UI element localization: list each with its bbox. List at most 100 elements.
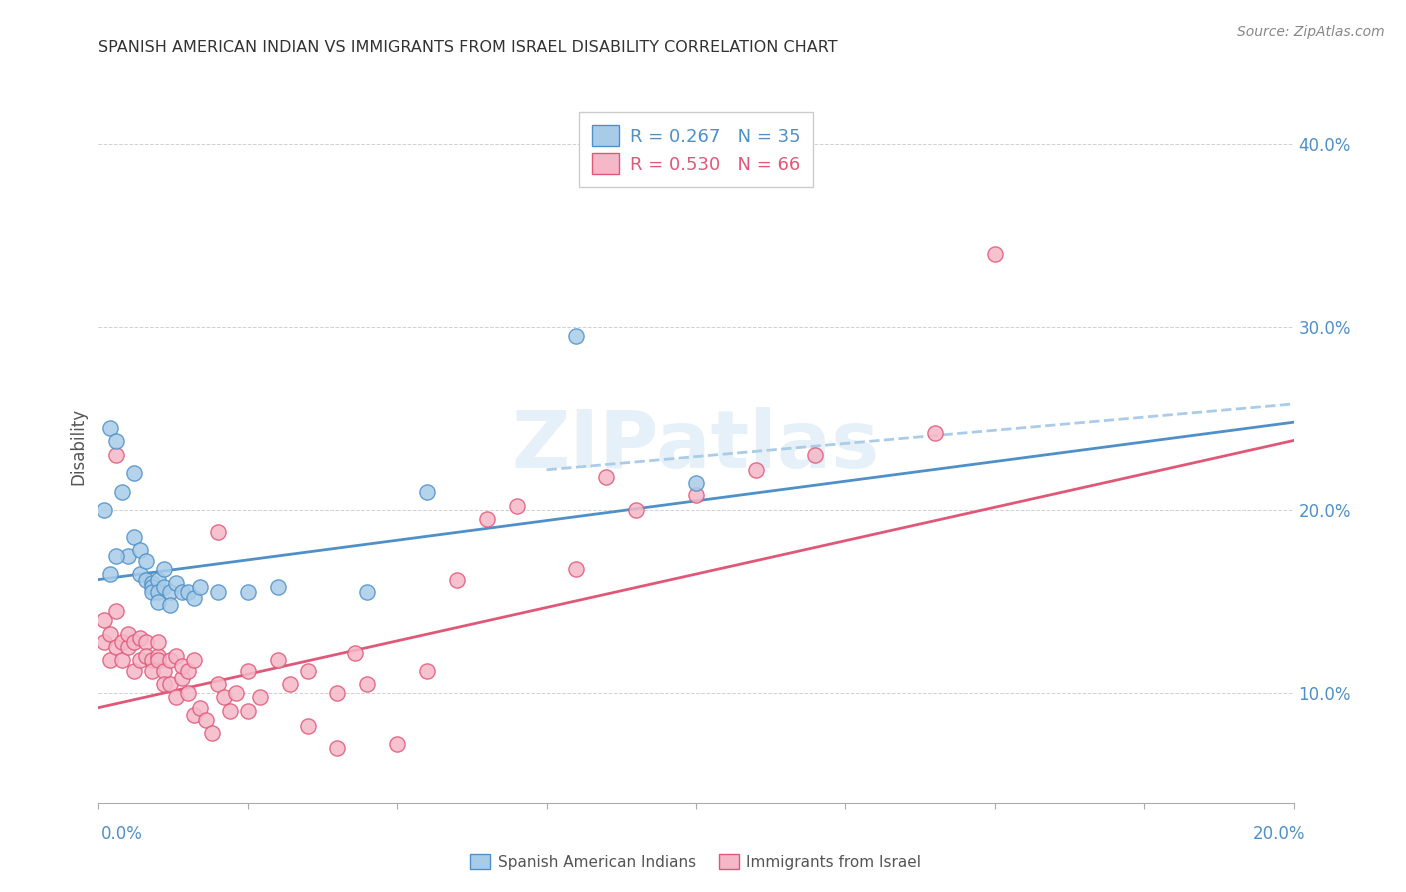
Point	[93, 503, 115, 517]
Point	[159, 677, 181, 691]
Point	[177, 686, 200, 700]
Text: 0.0%: 0.0%	[101, 825, 143, 843]
Point	[148, 634, 170, 648]
Y-axis label: Disability: Disability	[69, 408, 87, 484]
Point	[212, 690, 235, 704]
Point	[385, 737, 409, 751]
Text: SPANISH AMERICAN INDIAN VS IMMIGRANTS FROM ISRAEL DISABILITY CORRELATION CHART: SPANISH AMERICAN INDIAN VS IMMIGRANTS FR…	[98, 40, 838, 55]
Text: 20.0%: 20.0%	[1253, 825, 1305, 843]
Point	[177, 664, 200, 678]
Point	[159, 585, 181, 599]
Point	[148, 649, 170, 664]
Point	[159, 653, 181, 667]
Point	[148, 653, 170, 667]
Point	[159, 598, 181, 612]
Point	[326, 686, 349, 700]
Point	[141, 576, 163, 591]
Text: ZIPatlas: ZIPatlas	[512, 407, 880, 485]
Point	[111, 634, 134, 648]
Point	[219, 704, 242, 718]
Point	[129, 567, 152, 582]
Point	[129, 653, 152, 667]
Point	[98, 653, 122, 667]
Point	[506, 500, 529, 514]
Point	[111, 653, 134, 667]
Point	[141, 664, 163, 678]
Point	[129, 543, 152, 558]
Point	[165, 649, 187, 664]
Point	[172, 658, 194, 673]
Point	[236, 664, 259, 678]
Point	[685, 488, 707, 502]
Point	[153, 561, 176, 575]
Point	[356, 677, 378, 691]
Point	[685, 475, 707, 490]
Point	[416, 484, 439, 499]
Point	[201, 726, 224, 740]
Point	[135, 634, 157, 648]
Point	[98, 420, 122, 434]
Point	[804, 448, 827, 462]
Point	[344, 646, 367, 660]
Point	[124, 634, 146, 648]
Point	[98, 567, 122, 582]
Point	[165, 576, 187, 591]
Point	[129, 631, 152, 645]
Point	[267, 580, 290, 594]
Point	[188, 700, 211, 714]
Point	[141, 653, 163, 667]
Point	[117, 640, 139, 655]
Point	[297, 719, 319, 733]
Point	[297, 664, 319, 678]
Point	[183, 708, 205, 723]
Point	[153, 580, 176, 594]
Point	[124, 664, 146, 678]
Point	[172, 585, 194, 599]
Point	[117, 627, 139, 641]
Point	[565, 561, 588, 575]
Point	[356, 585, 378, 599]
Point	[183, 653, 205, 667]
Point	[148, 594, 170, 608]
Point	[105, 434, 128, 448]
Point	[983, 247, 1005, 261]
Point	[446, 573, 468, 587]
Point	[183, 591, 205, 605]
Point	[117, 549, 139, 563]
Point	[207, 677, 229, 691]
Point	[565, 329, 588, 343]
Point	[153, 677, 176, 691]
Point	[135, 649, 157, 664]
Point	[93, 613, 115, 627]
Point	[416, 664, 439, 678]
Point	[148, 573, 170, 587]
Text: Source: ZipAtlas.com: Source: ZipAtlas.com	[1237, 25, 1385, 39]
Point	[278, 677, 301, 691]
Point	[165, 690, 187, 704]
Point	[624, 503, 647, 517]
Point	[745, 463, 768, 477]
Point	[98, 627, 122, 641]
Point	[93, 634, 115, 648]
Point	[207, 524, 229, 539]
Point	[595, 470, 617, 484]
Point	[135, 554, 157, 568]
Point	[326, 740, 349, 755]
Point	[924, 426, 946, 441]
Point	[207, 585, 229, 599]
Point	[236, 704, 259, 718]
Point	[141, 580, 163, 594]
Point	[188, 580, 211, 594]
Point	[267, 653, 290, 667]
Point	[236, 585, 259, 599]
Point	[105, 448, 128, 462]
Point	[105, 549, 128, 563]
Point	[475, 512, 498, 526]
Point	[172, 672, 194, 686]
Point	[124, 531, 146, 545]
Point	[148, 585, 170, 599]
Point	[194, 714, 218, 728]
Point	[105, 604, 128, 618]
Point	[105, 640, 128, 655]
Legend: Spanish American Indians, Immigrants from Israel: Spanish American Indians, Immigrants fro…	[463, 846, 929, 877]
